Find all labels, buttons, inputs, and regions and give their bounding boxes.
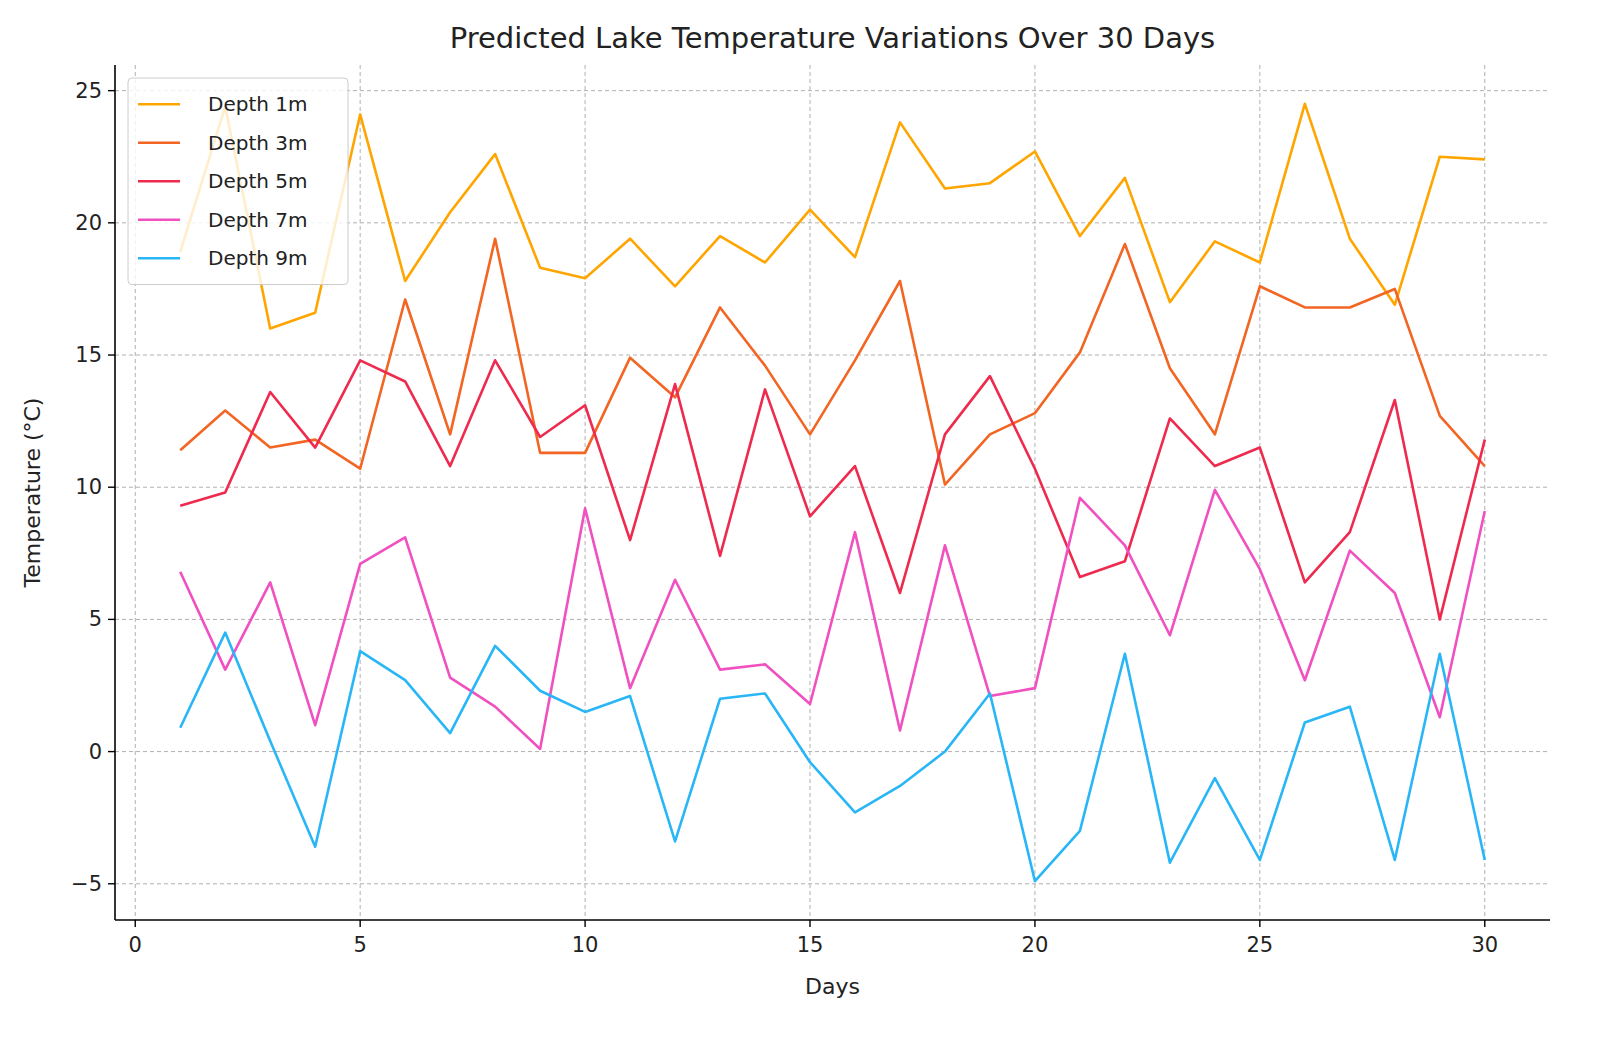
legend-label: Depth 9m [208, 246, 307, 270]
x-tick-label: 30 [1471, 933, 1498, 957]
series-line [180, 360, 1485, 619]
series-line [180, 239, 1485, 485]
legend-swatch [138, 103, 180, 106]
y-tick-label: 10 [75, 475, 102, 499]
x-tick [135, 920, 136, 927]
series-line [180, 104, 1485, 329]
y-tick [108, 751, 115, 752]
y-tick-label: −5 [71, 872, 102, 896]
y-tick-label: 25 [75, 79, 102, 103]
title: Predicted Lake Temperature Variations Ov… [450, 21, 1215, 55]
grid [115, 65, 1550, 920]
series-line [180, 633, 1485, 882]
y-tick [108, 619, 115, 620]
x-tick-label: 0 [129, 933, 142, 957]
x-axis-line [115, 919, 1550, 921]
x-tick-label: 25 [1246, 933, 1273, 957]
y-grid-line [115, 487, 1550, 488]
legend-swatch [138, 257, 180, 260]
x-axis-label: Days [805, 974, 860, 999]
y-tick [108, 222, 115, 223]
legend-box [128, 78, 348, 285]
y-axis-label: Temperature (°C) [20, 398, 45, 589]
x-grid-line [360, 65, 361, 920]
y-tick [108, 487, 115, 488]
y-tick [108, 883, 115, 884]
x-grid-line [1034, 65, 1035, 920]
x-tick [359, 920, 360, 927]
x-tick-label: 10 [572, 933, 599, 957]
x-tick [809, 920, 810, 927]
legend-swatch [138, 141, 180, 144]
series-line [180, 490, 1485, 749]
x-tick-label: 20 [1022, 933, 1049, 957]
y-tick-label: 20 [75, 211, 102, 235]
chart: 0 5 10 15 20 25 30 −5 0 5 10 15 20 25 Predicted Lake T… [0, 0, 1600, 1041]
x-grid-line [585, 65, 586, 920]
x-tick-label: 5 [353, 933, 366, 957]
x-tick [1259, 920, 1260, 927]
y-axis-line [114, 65, 116, 920]
y-grid-line [115, 751, 1550, 752]
legend-label: Depth 3m [208, 131, 307, 155]
x-grid-line [810, 65, 811, 920]
legend-label: Depth 1m [208, 92, 307, 116]
legend-label: Depth 7m [208, 208, 307, 232]
legend-label: Depth 5m [208, 169, 307, 193]
y-tick-label: 15 [75, 343, 102, 367]
x-tick-label: 15 [797, 933, 824, 957]
legend-swatch [138, 218, 180, 221]
x-tick [1484, 920, 1485, 927]
legend-swatch [138, 180, 180, 183]
y-tick [108, 90, 115, 91]
legend: Depth 1m Depth 3m Depth 5m Depth 7m Depth 9m [128, 78, 348, 285]
x-tick [584, 920, 585, 927]
x-tick [1034, 920, 1035, 927]
x-grid-line [1484, 65, 1485, 920]
x-grid-line [1259, 65, 1260, 920]
y-grid-line [115, 883, 1550, 884]
series-lines [180, 104, 1485, 881]
y-tick-label: 0 [89, 740, 102, 764]
y-tick-label: 5 [89, 607, 102, 631]
y-grid-line [115, 355, 1550, 356]
y-tick [108, 354, 115, 355]
